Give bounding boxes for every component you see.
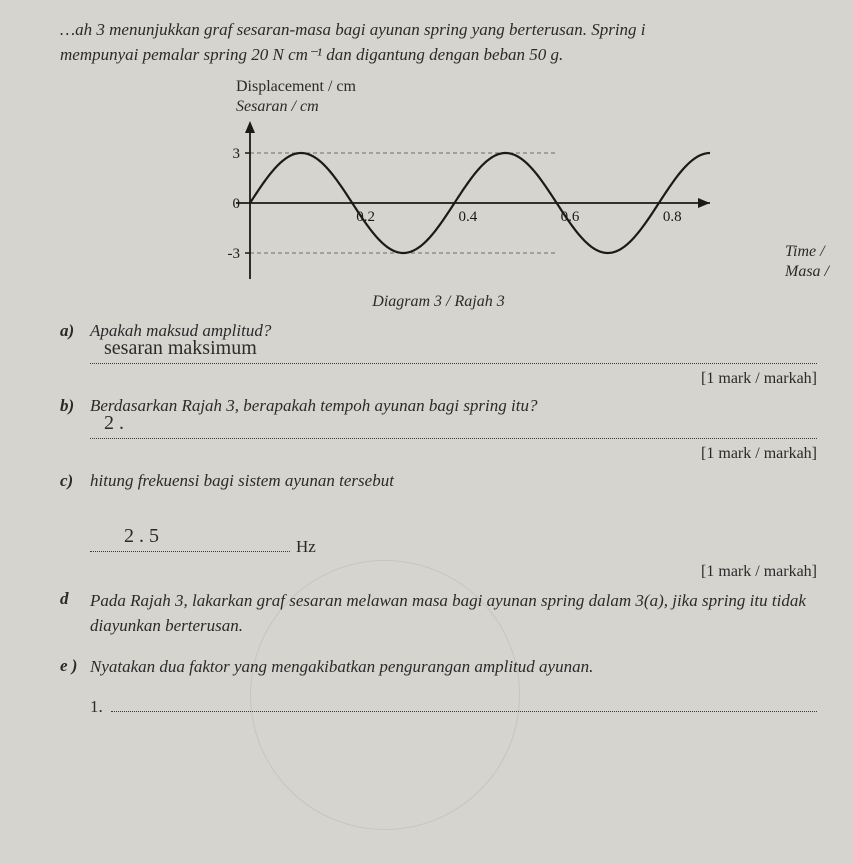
q-b-text: Berdasarkan Rajah 3, berapakah tempoh ay… — [90, 396, 817, 416]
chart-caption: Diagram 3 / Rajah 3 — [60, 293, 817, 311]
question-b: b) Berdasarkan Rajah 3, berapakah tempoh… — [60, 396, 817, 463]
q-e-label: e ) — [60, 657, 90, 676]
q-c-answer-row: 2 . 5 Hz — [90, 537, 817, 557]
question-a: a) Apakah maksud amplitud? sesaran maksi… — [60, 321, 817, 388]
question-e: e ) Nyatakan dua faktor yang mengakibatk… — [60, 657, 817, 717]
chart-container: Displacement / cm Sesaran / cm 30-30.20.… — [180, 77, 740, 287]
svg-text:3: 3 — [233, 146, 241, 162]
intro-text: …ah 3 menunjukkan graf sesaran-masa bagi… — [60, 18, 817, 67]
question-d: d Pada Rajah 3, lakarkan graf sesaran me… — [60, 589, 817, 638]
svg-text:-3: -3 — [228, 246, 241, 262]
x-axis-title-en: Time / — [785, 243, 825, 260]
q-b-label: b) — [60, 396, 90, 416]
q-a-answer: sesaran maksimum — [104, 337, 257, 360]
q-c-marks: [1 mark / markah] — [90, 563, 817, 581]
svg-text:0: 0 — [233, 196, 241, 212]
q-c-text: hitung frekuensi bagi sistem ayunan ters… — [90, 471, 817, 491]
displacement-graph: 30-30.20.40.60.8 — [180, 119, 740, 287]
q-b-marks: [1 mark / markah] — [90, 445, 817, 463]
q-d-text: Pada Rajah 3, lakarkan graf sesaran mela… — [90, 589, 817, 638]
svg-text:0.4: 0.4 — [458, 209, 477, 225]
q-e-answer-line-1 — [111, 711, 817, 712]
q-c-label: c) — [60, 471, 90, 491]
y-axis-title-ms: Sesaran / cm — [236, 98, 319, 115]
x-axis-title: Time / Masa / — [785, 242, 829, 282]
q-e-list-1: 1. — [90, 697, 103, 717]
q-c-unit: Hz — [296, 537, 316, 557]
svg-text:0.8: 0.8 — [663, 209, 682, 225]
q-b-answer-line: 2 . — [90, 438, 817, 439]
y-axis-title-en: Displacement / cm — [236, 78, 356, 95]
x-axis-title-ms: Masa / — [785, 263, 829, 280]
intro-line-2: mempunyai pemalar spring 20 N cm⁻¹ dan d… — [60, 45, 563, 64]
q-a-answer-line: sesaran maksimum — [90, 363, 817, 364]
q-d-label: d — [60, 589, 90, 609]
y-axis-title: Displacement / cm Sesaran / cm — [236, 77, 356, 117]
q-b-answer: 2 . — [104, 412, 124, 435]
q-c-answer: 2 . 5 — [124, 525, 159, 548]
page: …ah 3 menunjukkan graf sesaran-masa bagi… — [0, 0, 853, 735]
q-a-label: a) — [60, 321, 90, 341]
q-c-answer-line: 2 . 5 — [90, 551, 290, 552]
q-a-marks: [1 mark / markah] — [90, 370, 817, 388]
q-e-text: Nyatakan dua faktor yang mengakibatkan p… — [90, 657, 817, 677]
intro-line-1: …ah 3 menunjukkan graf sesaran-masa bagi… — [60, 20, 646, 39]
question-c: c) hitung frekuensi bagi sistem ayunan t… — [60, 471, 817, 581]
